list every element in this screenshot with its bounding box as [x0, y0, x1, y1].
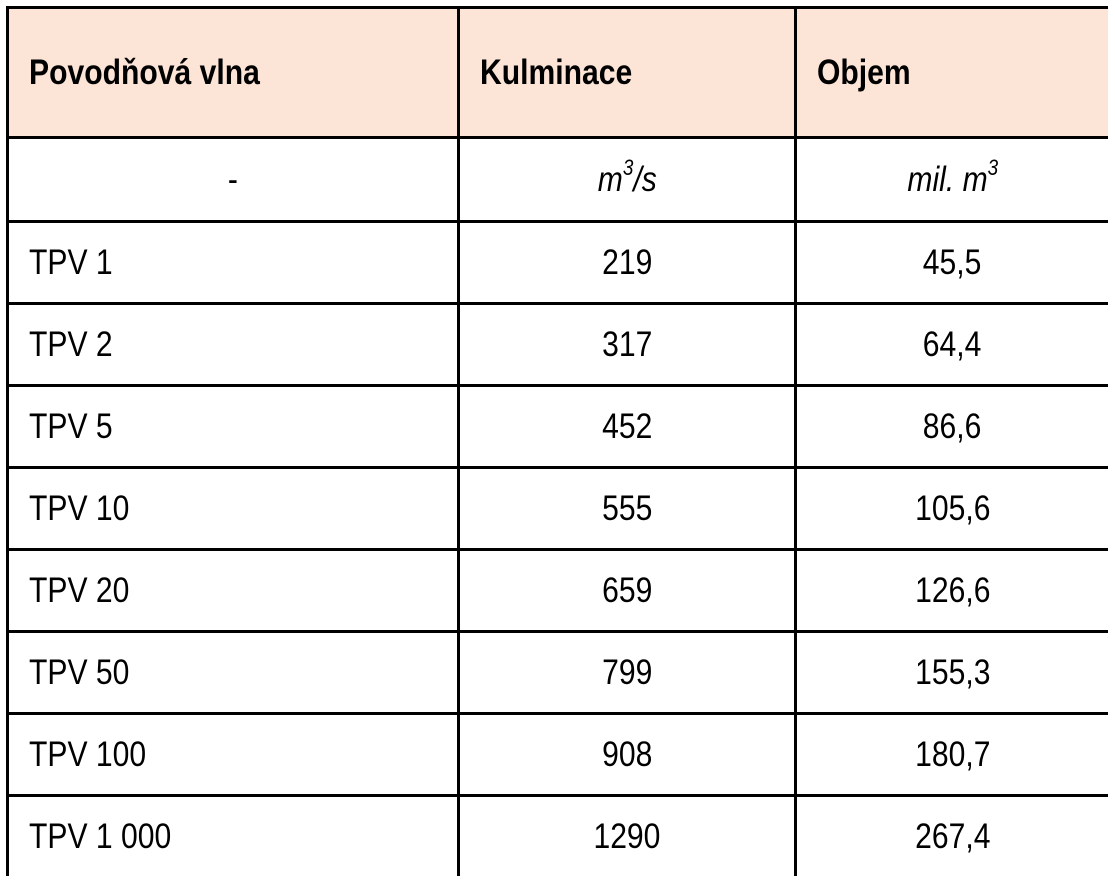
cell-povodnova-vlna: TPV 5 — [6, 384, 460, 469]
cell-objem: 105,6 — [794, 466, 1108, 551]
table-header-row: Povodňová vlna Kulminace Objem — [6, 6, 1108, 139]
cell-objem: 267,4 — [794, 794, 1108, 876]
table-row: TPV 20 659 126,6 — [6, 548, 1108, 633]
cell-objem: 45,5 — [794, 220, 1108, 305]
cell-povodnova-vlna: TPV 100 — [6, 712, 460, 797]
cell-kulminace: 452 — [457, 384, 797, 469]
table-row: TPV 2 317 64,4 — [6, 302, 1108, 387]
unit-cell-kulminace: m3/s — [457, 136, 797, 223]
cell-kulminace: 659 — [457, 548, 797, 633]
column-header-kulminace: Kulminace — [457, 6, 797, 139]
cell-objem: 126,6 — [794, 548, 1108, 633]
cell-kulminace: 908 — [457, 712, 797, 797]
table-row: TPV 1 219 45,5 — [6, 220, 1108, 305]
table-row: TPV 100 908 180,7 — [6, 712, 1108, 797]
cell-povodnova-vlna: TPV 10 — [6, 466, 460, 551]
cell-objem: 180,7 — [794, 712, 1108, 797]
table-row: TPV 10 555 105,6 — [6, 466, 1108, 551]
cell-povodnova-vlna: TPV 1 000 — [6, 794, 460, 876]
column-header-povodnova-vlna: Povodňová vlna — [6, 6, 460, 139]
table-row: TPV 5 452 86,6 — [6, 384, 1108, 469]
cell-objem: 155,3 — [794, 630, 1108, 715]
cell-kulminace: 1290 — [457, 794, 797, 876]
table-row: TPV 1 000 1290 267,4 — [6, 794, 1108, 876]
table-row: TPV 50 799 155,3 — [6, 630, 1108, 715]
flood-wave-table: Povodňová vlna Kulminace Objem - m3/s mi… — [6, 6, 1108, 876]
cell-kulminace: 317 — [457, 302, 797, 387]
units-row: - m3/s mil. m3 — [6, 136, 1108, 223]
cell-objem: 86,6 — [794, 384, 1108, 469]
unit-cell-objem: mil. m3 — [794, 136, 1108, 223]
cell-povodnova-vlna: TPV 20 — [6, 548, 460, 633]
cell-kulminace: 555 — [457, 466, 797, 551]
cell-povodnova-vlna: TPV 50 — [6, 630, 460, 715]
unit-cell-vlna: - — [6, 136, 460, 223]
cell-povodnova-vlna: TPV 1 — [6, 220, 460, 305]
cell-kulminace: 219 — [457, 220, 797, 305]
cell-kulminace: 799 — [457, 630, 797, 715]
cell-objem: 64,4 — [794, 302, 1108, 387]
flood-wave-table-container: Povodňová vlna Kulminace Objem - m3/s mi… — [6, 6, 1108, 885]
cell-povodnova-vlna: TPV 2 — [6, 302, 460, 387]
column-header-objem: Objem — [794, 6, 1108, 139]
